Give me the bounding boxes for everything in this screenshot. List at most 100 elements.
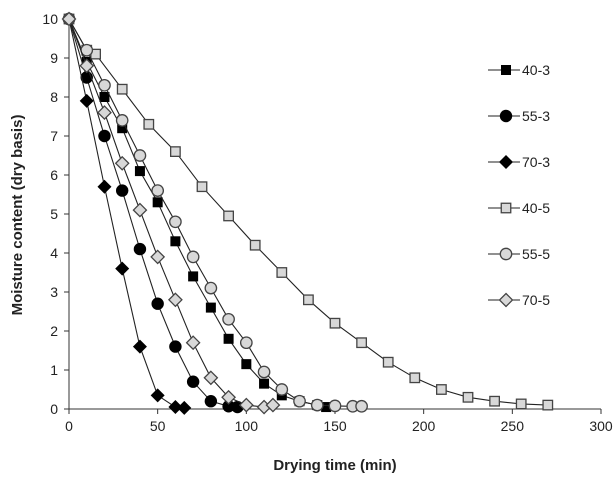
y-tick-label: 3 (50, 284, 58, 300)
legend-label: 40-3 (522, 62, 550, 78)
data-point-70-3 (79, 93, 94, 108)
data-point-70-5 (185, 335, 201, 351)
data-point-70-5 (150, 249, 166, 265)
legend: 40-3 55-3 70-3 40-5 55-5 70-5 (488, 62, 550, 308)
data-point-55-5 (257, 365, 271, 379)
legend-marker (499, 155, 513, 169)
data-point-55-5 (169, 215, 182, 229)
series-55-5 (62, 12, 368, 413)
data-point-70-3 (177, 400, 192, 415)
data-point-55-5 (239, 336, 253, 350)
data-point-55-5 (222, 312, 235, 326)
data-point-55-5 (310, 398, 324, 412)
data-point-40-3 (170, 236, 181, 247)
series-line-40-3 (68, 18, 327, 408)
data-point-40-3 (223, 333, 234, 344)
y-tick-label: 0 (50, 401, 58, 417)
legend-item-40-5: 40-5 (488, 200, 550, 216)
data-point-55-3 (98, 129, 111, 143)
data-point-55-3 (222, 400, 235, 413)
tick-labels-group: 0 50 100 150 200 250 300 0 1 2 3 4 5 6 7 8 9 10 (42, 11, 612, 434)
data-point-40-5 (542, 399, 554, 411)
x-tick-label: 100 (235, 418, 259, 434)
y-tick-label: 5 (50, 206, 58, 222)
data-point-40-5 (196, 181, 208, 193)
data-point-70-5 (238, 397, 254, 413)
y-tick-label: 1 (50, 362, 58, 378)
x-tick-label: 150 (323, 418, 347, 434)
data-point-55-3 (204, 395, 218, 408)
data-point-40-5 (223, 210, 235, 222)
data-point-40-5 (169, 146, 181, 158)
data-point-40-5 (409, 372, 421, 384)
data-point-40-3 (117, 123, 128, 134)
data-point-40-5 (435, 384, 447, 395)
y-tick-label: 6 (50, 167, 58, 183)
data-point-55-5 (98, 78, 111, 92)
legend-item-40-3: 40-3 (488, 62, 550, 78)
data-point-40-3 (321, 402, 332, 413)
data-point-40-5 (302, 294, 314, 306)
data-point-40-3 (152, 197, 163, 208)
legend-item-70-5: 70-5 (488, 292, 550, 308)
series-70-3 (62, 12, 192, 415)
legend-item-55-5: 55-5 (488, 246, 550, 262)
series-group (61, 11, 554, 415)
x-tick-label: 300 (589, 418, 613, 434)
data-point-55-5 (133, 149, 147, 162)
data-point-70-5 (79, 58, 95, 74)
data-point-70-3 (168, 400, 183, 415)
y-tick-label: 10 (42, 11, 58, 27)
data-point-70-5 (132, 202, 148, 218)
data-point-40-5 (382, 356, 394, 368)
x-tick-label: 50 (150, 418, 166, 434)
legend-label: 55-5 (522, 246, 550, 262)
data-point-55-3 (133, 242, 147, 256)
data-point-55-3 (169, 340, 182, 353)
legend-item-55-3: 55-3 (488, 108, 550, 124)
legend-item-70-3: 70-3 (488, 154, 550, 170)
data-point-70-5 (203, 370, 219, 386)
data-point-40-3 (205, 302, 216, 313)
data-point-70-5 (97, 105, 112, 121)
legend-label: 70-3 (522, 154, 550, 170)
data-point-40-5 (462, 391, 474, 403)
data-point-40-5 (249, 239, 261, 251)
data-point-40-5 (489, 395, 501, 407)
data-point-55-5 (204, 281, 218, 295)
data-point-70-5 (61, 11, 77, 27)
data-point-40-5 (329, 317, 341, 329)
data-point-40-5 (515, 398, 527, 410)
legend-label: 40-5 (522, 200, 550, 216)
data-point-40-5 (276, 267, 288, 278)
data-point-70-5 (114, 155, 130, 171)
data-point-55-5 (355, 399, 368, 413)
legend-marker (498, 292, 514, 308)
data-point-40-5 (356, 337, 368, 349)
data-point-55-5 (328, 399, 342, 413)
y-tick-label: 9 (50, 50, 58, 66)
data-point-55-3 (186, 375, 200, 388)
data-point-70-3 (132, 339, 147, 354)
data-point-40-5 (143, 118, 155, 130)
series-70-5 (61, 11, 281, 415)
legend-marker (501, 65, 511, 75)
x-tick-label: 200 (412, 418, 436, 434)
x-axis-title: Drying time (min) (273, 457, 396, 474)
data-point-70-3 (97, 179, 112, 194)
data-point-70-5 (221, 389, 237, 405)
data-point-40-3 (241, 359, 252, 370)
legend-label: 55-3 (522, 108, 550, 124)
legend-marker (499, 109, 513, 123)
data-point-70-5 (167, 292, 183, 308)
data-point-55-3 (151, 297, 164, 310)
axes-group (64, 18, 602, 414)
data-point-40-5 (116, 83, 128, 95)
data-point-55-5 (151, 184, 165, 197)
data-point-70-3 (150, 388, 165, 403)
data-point-70-5 (265, 397, 281, 413)
x-tick-label: 0 (65, 418, 73, 434)
y-tick-label: 8 (50, 89, 58, 105)
data-point-40-3 (259, 378, 270, 389)
